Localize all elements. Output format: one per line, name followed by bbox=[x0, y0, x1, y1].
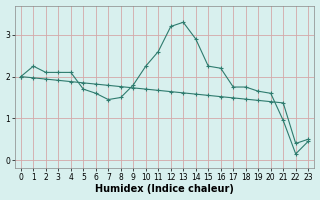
X-axis label: Humidex (Indice chaleur): Humidex (Indice chaleur) bbox=[95, 184, 234, 194]
